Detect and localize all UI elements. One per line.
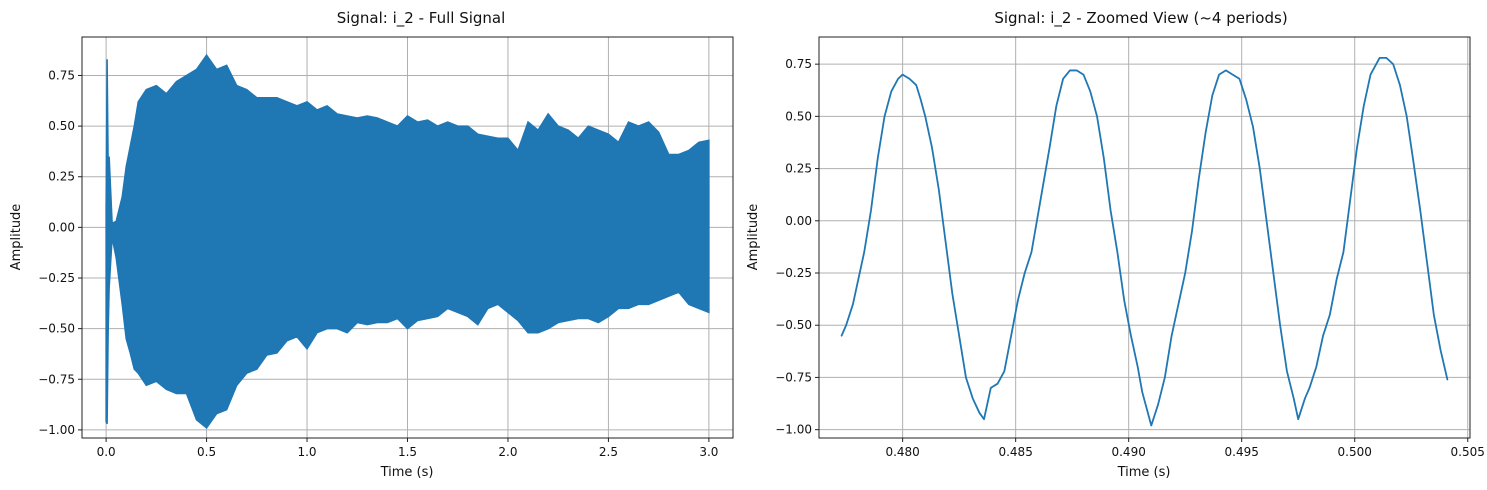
x-tick-label: 0.5 — [197, 445, 216, 459]
chart-zoomed-view: Signal: i_2 - Zoomed View (~4 periods) 0… — [746, 9, 1485, 480]
x-tick-label: 2.0 — [498, 445, 517, 459]
y-tick-label: 0.75 — [785, 57, 812, 71]
y-tick-label: 0.25 — [785, 162, 812, 176]
y-tick-label: 0.50 — [48, 119, 75, 133]
x-tick-label: 3.0 — [699, 445, 718, 459]
x-tick-label: 0.500 — [1338, 445, 1372, 459]
x-tick-label: 0.505 — [1451, 445, 1485, 459]
y-tick-label: −0.50 — [38, 322, 75, 336]
x-tick-label: 0.485 — [998, 445, 1032, 459]
y-tick-label: −1.00 — [38, 423, 75, 437]
chart-title-full-signal: Signal: i_2 - Full Signal — [337, 9, 506, 28]
y-tick-label: 0.25 — [48, 170, 75, 184]
x-tick-label: 0.495 — [1225, 445, 1259, 459]
y-tick-label: −0.25 — [775, 266, 812, 280]
y-tick-label: 0.00 — [48, 220, 75, 234]
chart-full-signal: Signal: i_2 - Full Signal 0.0 0.5 1.0 1.5 2.… — [9, 9, 734, 480]
x-tick-label: 1.5 — [398, 445, 417, 459]
x-tick-label: 1.0 — [297, 445, 316, 459]
y-tick-label: 0.00 — [785, 214, 812, 228]
signal-line — [840, 56, 1449, 427]
ticks-zoomed-view: 0.480 0.485 0.490 0.495 0.500 0.505 −1.00 −0.75… — [775, 57, 1485, 459]
grid-zoomed-view — [819, 37, 1470, 438]
signal-envelope — [105, 53, 710, 429]
plot-area-full-signal — [105, 53, 710, 429]
y-tick-label: −0.75 — [775, 370, 812, 384]
x-axis-label-full-signal: Time (s) — [380, 465, 434, 480]
y-tick-label: −0.50 — [775, 318, 812, 332]
y-tick-label: 0.75 — [48, 68, 75, 82]
plot-area-zoomed-view — [840, 56, 1449, 427]
y-tick-label: −0.75 — [38, 372, 75, 386]
x-tick-label: 0.0 — [97, 445, 116, 459]
axes-frame-zoomed-view — [818, 36, 1471, 439]
x-axis-label-zoomed-view: Time (s) — [1117, 465, 1171, 480]
y-tick-label: 0.50 — [785, 109, 812, 123]
chart-title-zoomed-view: Signal: i_2 - Zoomed View (~4 periods) — [994, 9, 1287, 28]
y-tick-label: −0.25 — [38, 271, 75, 285]
x-tick-label: 2.5 — [599, 445, 618, 459]
y-axis-label-full-signal: Amplitude — [9, 204, 24, 271]
x-tick-label: 0.490 — [1111, 445, 1145, 459]
x-tick-label: 0.480 — [885, 445, 919, 459]
y-axis-label-zoomed-view: Amplitude — [746, 204, 761, 271]
y-tick-label: −1.00 — [775, 423, 812, 437]
ticks-full-signal: 0.0 0.5 1.0 1.5 2.0 2.5 3.0 −1.00 −0.75 −0.50 −0.2… — [38, 68, 718, 459]
